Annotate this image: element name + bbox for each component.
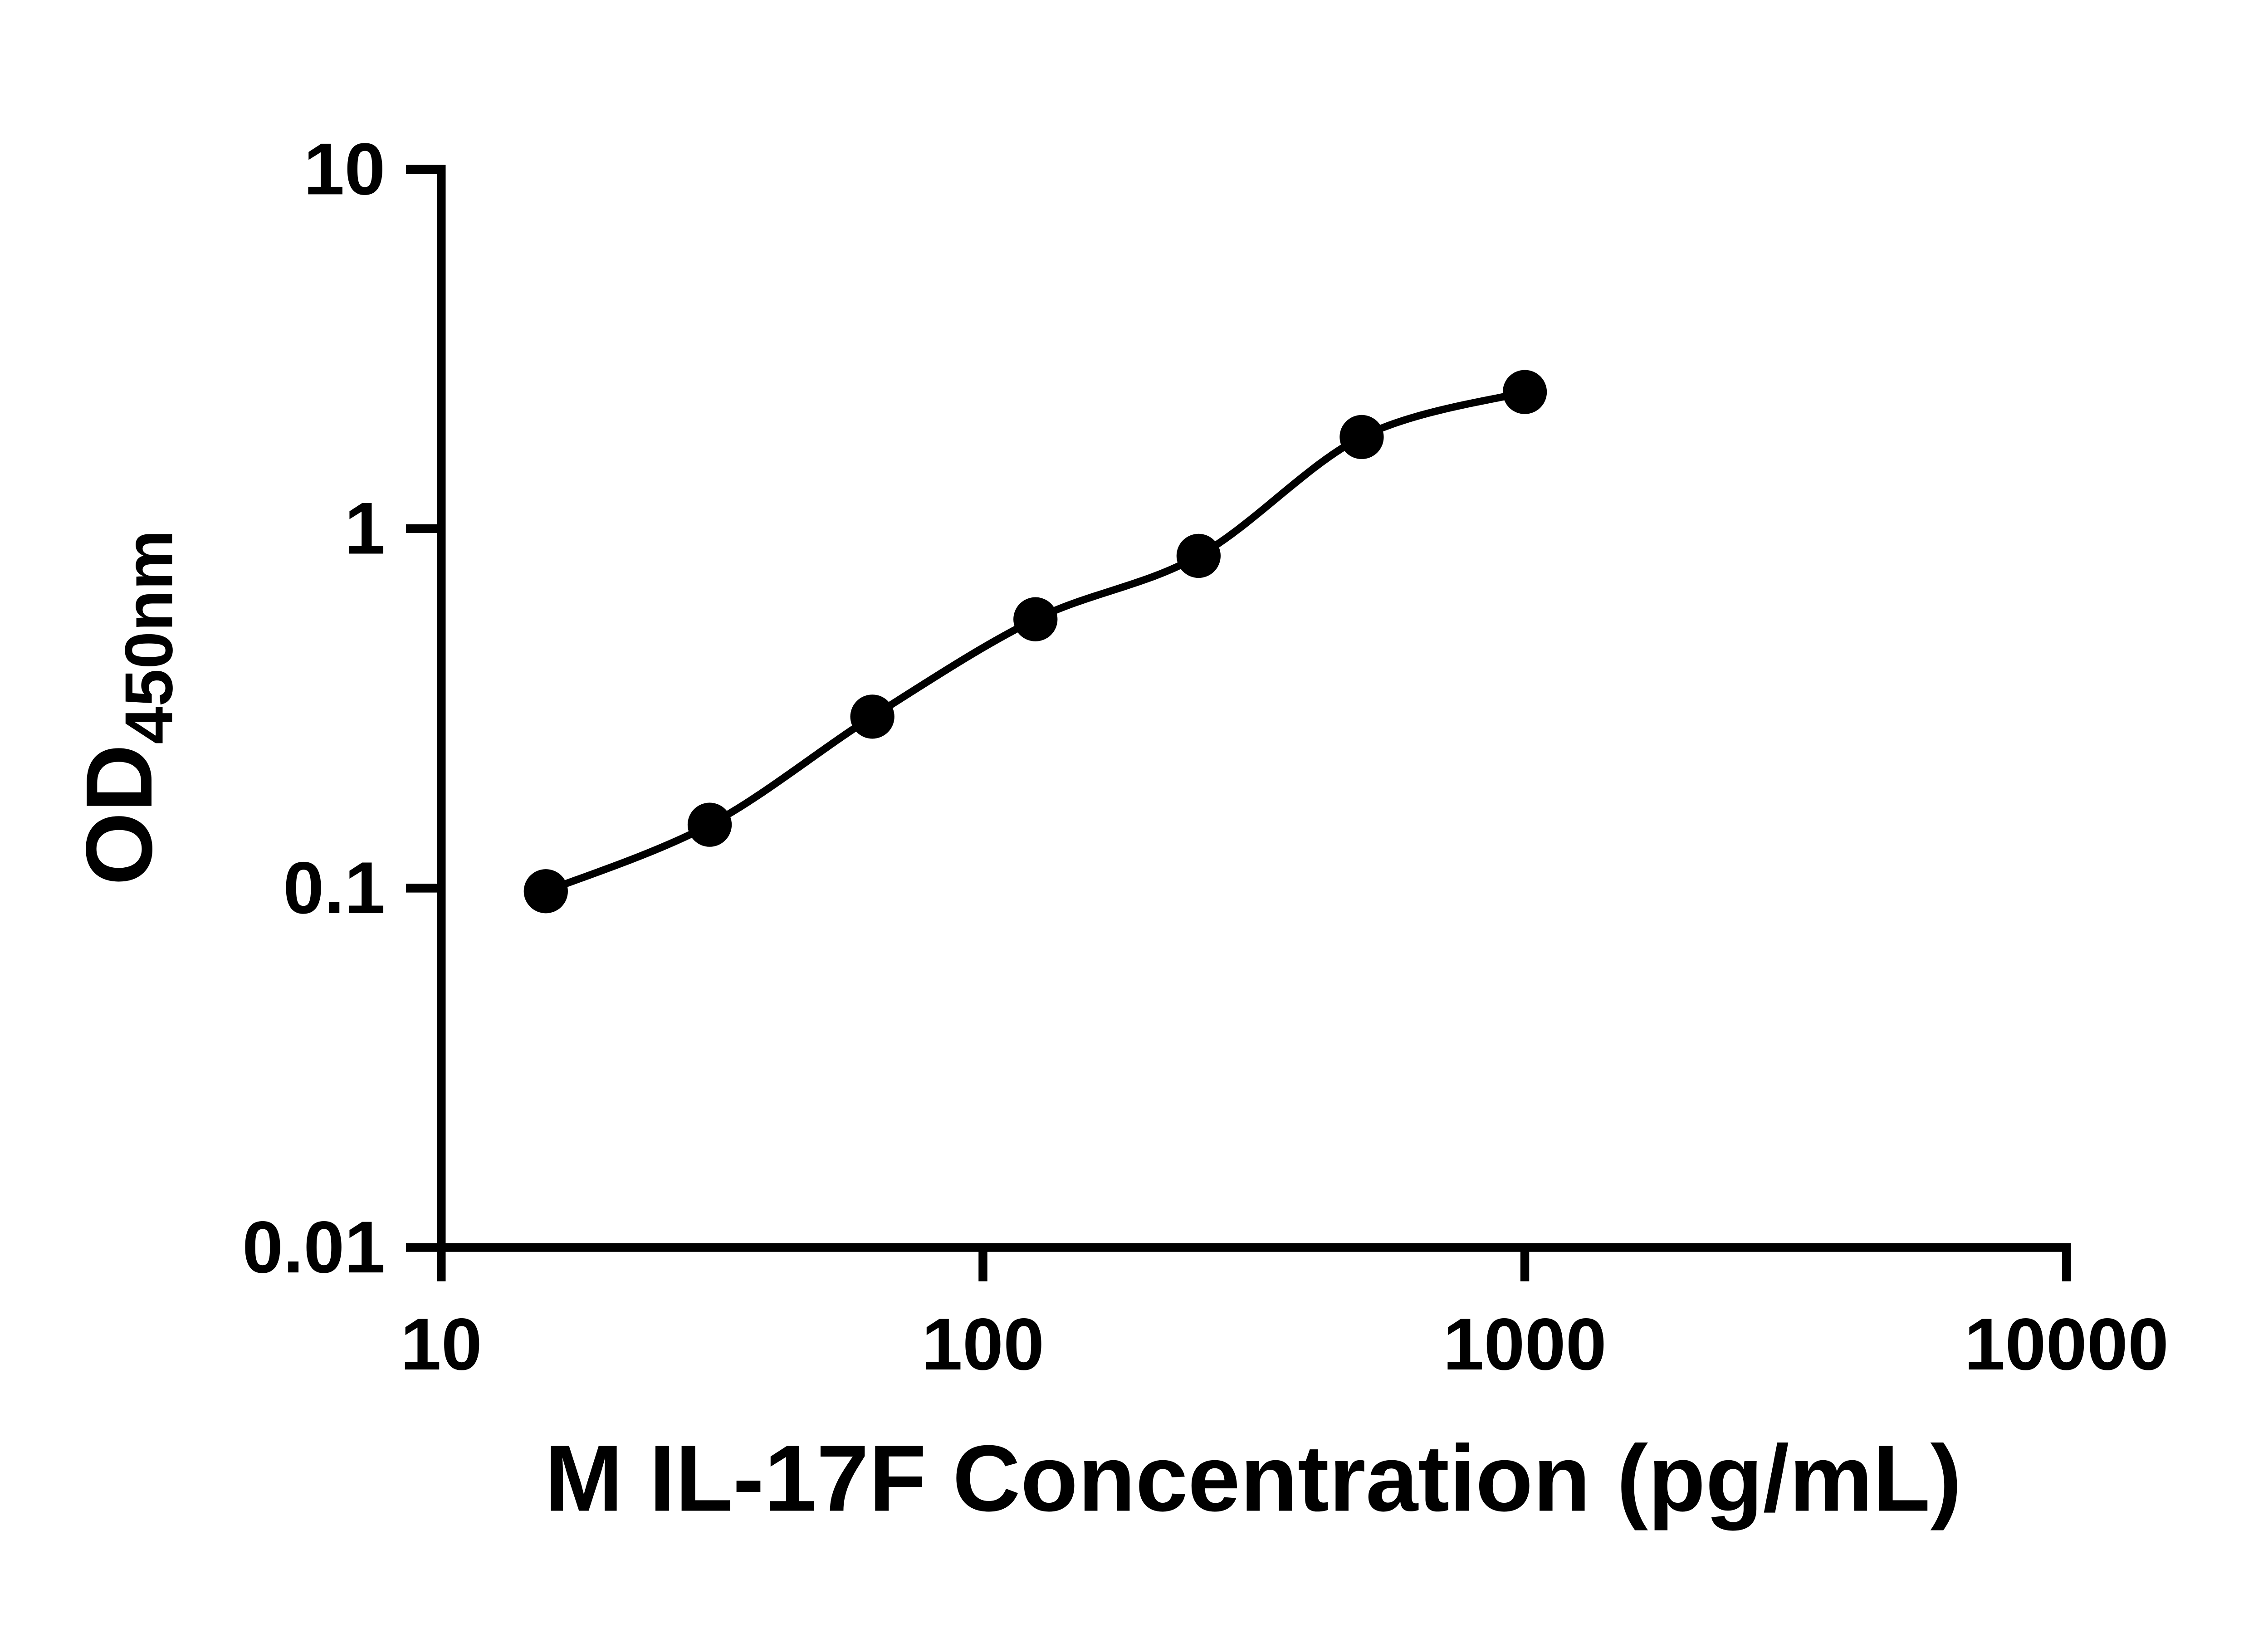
x-tick-label: 1000 [1443,1303,1607,1385]
data-point [1176,533,1221,578]
x-axis-tick-labels: 10 100 1000 10000 [401,1303,2169,1385]
x-tick-label: 10000 [1964,1303,2169,1385]
curve-and-points-layer [523,370,1547,914]
x-axis-title: M IL-17F Concentration (pg/mL) [545,1425,1962,1530]
y-tick-label: 10 [303,128,385,210]
y-axis-ticks [406,165,441,1252]
y-axis-title: OD450nm [66,530,186,885]
x-tick-label: 10 [401,1303,482,1385]
x-tick-label: 100 [922,1303,1044,1385]
y-tick-label: 1 [344,488,385,570]
y-tick-label: 0.01 [242,1206,386,1288]
data-point [1339,415,1384,460]
data-point [1013,597,1058,641]
x-axis-ticks [437,1247,2071,1281]
data-point [850,694,894,739]
data-point [687,802,732,847]
y-axis-tick-labels: 10 1 0.1 0.01 [242,128,386,1288]
axis-frame [437,165,2071,1252]
data-point [523,869,568,914]
y-tick-label: 0.1 [283,847,385,929]
data-point [1502,370,1547,414]
y-axis-title-subscript: 450nm [111,530,186,744]
axes [437,165,2071,1252]
y-axis-title-main: OD [66,744,171,885]
